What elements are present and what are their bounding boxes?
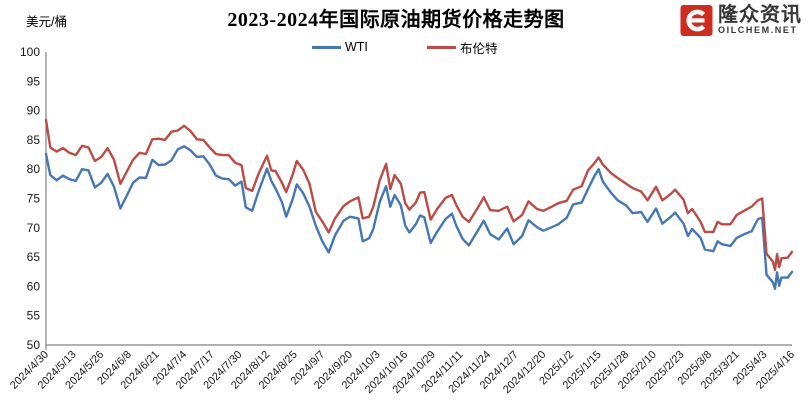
page-title: 2023-2024年国际原油期货价格走势图: [227, 9, 565, 31]
wti-legend-swatch: [312, 45, 341, 49]
logo-name: 隆众资讯: [718, 4, 802, 26]
y-tick-label: 95: [27, 74, 41, 88]
y-tick-label: 100: [20, 45, 40, 59]
brent-legend-label: 布伦特: [460, 41, 498, 56]
y-tick-label: 60: [27, 279, 41, 293]
y-tick-label: 75: [27, 192, 41, 206]
y-tick-label: 50: [27, 338, 41, 352]
oilchem-logo: 隆众资讯 OILCHEM.NET: [680, 4, 802, 37]
y-tick-label: 70: [27, 221, 41, 235]
y-tick-label: 85: [27, 133, 41, 147]
y-tick-label: 80: [27, 162, 41, 176]
y-tick-label: 90: [27, 104, 41, 118]
wti-line: [44, 145, 794, 290]
brent-legend-swatch: [427, 45, 456, 49]
logo-site: OILCHEM.NET: [718, 25, 798, 35]
y-tick-label: 65: [27, 250, 41, 264]
brent-line: [44, 118, 794, 272]
logo-text-block: 隆众资讯 OILCHEM.NET: [718, 5, 802, 36]
legend-item-brent: 布伦特: [427, 40, 498, 56]
y-tick-label: 55: [27, 309, 41, 323]
y-axis-unit-label: 美元/桶: [26, 15, 67, 29]
oilchem-logo-icon: [680, 5, 713, 36]
wti-legend-label: WTI: [345, 40, 368, 54]
legend-item-wti: WTI: [312, 40, 368, 54]
